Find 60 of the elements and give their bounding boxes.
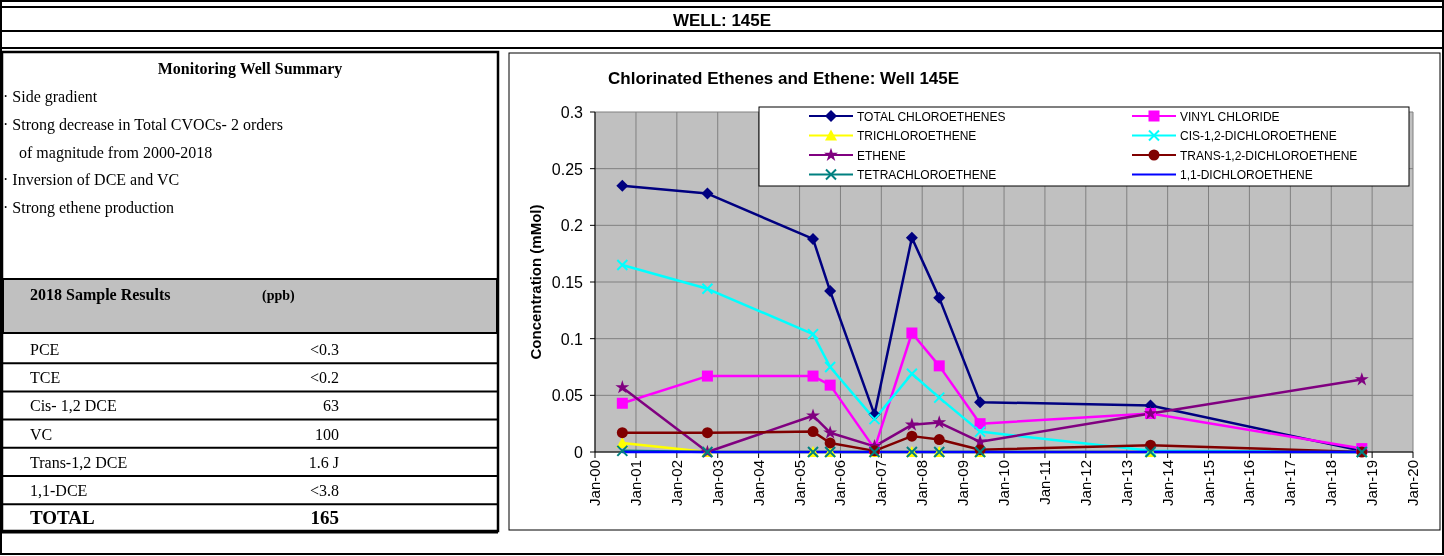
- text: 63: [323, 397, 339, 415]
- category-label: Cis- 1,2 DCE: [30, 397, 117, 415]
- text: · Strong ethene production: [3, 199, 175, 218]
- legend-label: CIS-1,2-DICHLOROETHENE: [1180, 129, 1337, 143]
- text: WELL: 145E: [672, 11, 772, 30]
- x-tick-label: Jan-06: [831, 460, 849, 506]
- legend-label: VINYL CHLORIDE: [1180, 109, 1280, 124]
- x-tick-label: Jan-03: [708, 460, 726, 506]
- y-tick-label: 0.15: [551, 274, 584, 291]
- text: Monitoring Well Summary: [157, 60, 343, 78]
- y-tick-label: 0.25: [551, 160, 584, 178]
- text: 100: [315, 425, 339, 443]
- x-tick-label: Jan-04: [749, 460, 767, 506]
- y-tick-label: 0.1: [560, 330, 584, 348]
- legend-label: TOTAL CHLOROETHENES: [857, 109, 1006, 124]
- y-tick-label: 0.05: [551, 387, 584, 405]
- x-tick-label: Jan-14: [1158, 460, 1176, 506]
- text: · Strong decrease in Total CVOCs- 2 orders of magnitude from 2000-2018: [3, 115, 283, 162]
- x-tick-label: Jan-00: [586, 460, 603, 506]
- text: 1.6 J: [308, 453, 339, 471]
- x-tick-label: Jan-13: [1117, 460, 1135, 506]
- text: (ppb): [262, 288, 296, 304]
- text: 165: [310, 507, 339, 529]
- x-tick-label: Jan-05: [790, 460, 808, 506]
- x-tick-label: Jan-07: [872, 460, 890, 506]
- y-tick-label: 0.2: [560, 217, 584, 235]
- category-label: Trans-1,2 DCE: [30, 453, 128, 471]
- legend-label: TRICHLOROETHENE: [857, 129, 977, 143]
- category-label: VC: [30, 425, 53, 443]
- x-tick-label: Jan-15: [1199, 460, 1217, 506]
- x-tick-label: Jan-19: [1363, 460, 1381, 506]
- y-axis-title: Concentration (mMol): [527, 204, 544, 360]
- legend-label: TETRACHLOROETHENE: [857, 168, 997, 182]
- x-tick-label: Jan-20: [1404, 460, 1421, 506]
- text: <0.3: [309, 341, 339, 358]
- x-tick-label: Jan-11: [1035, 460, 1053, 505]
- x-tick-label: Jan-02: [667, 460, 685, 506]
- text: 2018 Sample Results: [30, 286, 171, 304]
- category-label: 1,1-DCE: [30, 482, 88, 499]
- x-tick-label: Jan-01: [626, 460, 644, 506]
- y-tick-label: 0: [574, 444, 584, 461]
- text: <0.2: [309, 369, 339, 387]
- x-tick-label: Jan-16: [1240, 460, 1258, 506]
- x-tick-label: Jan-12: [1076, 460, 1094, 506]
- x-tick-label: Jan-09: [954, 460, 972, 506]
- text: · Side gradient: [3, 88, 98, 106]
- x-tick-label: Jan-10: [995, 460, 1013, 506]
- text: · Inversion of DCE and VC: [3, 171, 180, 189]
- x-tick-label: Jan-17: [1281, 460, 1299, 506]
- category-label: PCE: [30, 341, 60, 358]
- chart-title: Chlorinated Ethenes and Ethene: Well 145E: [608, 69, 960, 88]
- category-label: TCE: [30, 369, 61, 387]
- legend-label: ETHENE: [857, 148, 906, 163]
- x-tick-label: Jan-08: [913, 460, 931, 506]
- category-label: TOTAL: [30, 507, 95, 529]
- legend-label: TRANS-1,2-DICHLOROETHENE: [1180, 148, 1358, 163]
- text: <3.8: [309, 482, 339, 499]
- legend-label: 1,1-DICHLOROETHENE: [1180, 168, 1313, 182]
- x-tick-label: Jan-18: [1322, 460, 1340, 506]
- y-tick-label: 0.3: [560, 104, 584, 121]
